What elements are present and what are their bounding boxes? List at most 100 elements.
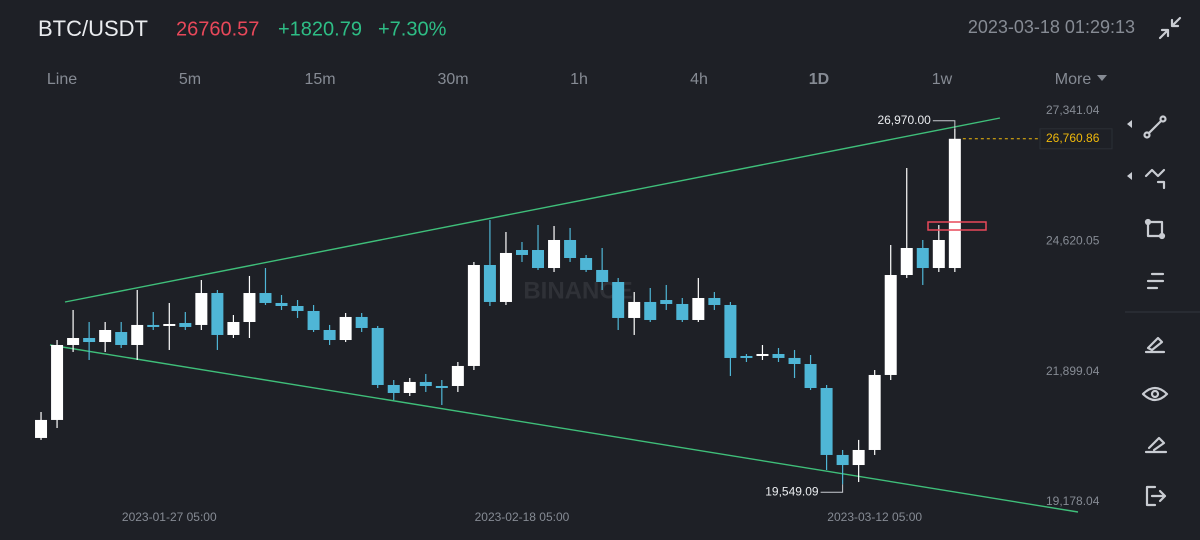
x-tick-label: 2023-02-18 05:00 — [475, 510, 570, 524]
datetime: 2023-03-18 01:29:13 — [968, 17, 1135, 37]
candle-body — [35, 419, 48, 438]
plot: BINANCE27,341.0424,620.0521,899.0419,178… — [35, 103, 1113, 524]
candle-body — [99, 329, 112, 343]
shape-tool[interactable] — [1144, 218, 1166, 240]
candle-body — [532, 250, 545, 269]
candle-body — [884, 275, 897, 375]
y-tick-label: 24,620.05 — [1046, 234, 1100, 248]
timeframe-tabs: Line 5m 15m 30m 1h 4h 1D 1w More — [47, 71, 1107, 88]
price: 26760.57 — [176, 18, 259, 40]
candle-body — [515, 250, 528, 255]
candle-body — [692, 297, 705, 320]
candle-body — [660, 300, 673, 304]
x-tick-label: 2023-01-27 05:00 — [122, 510, 217, 524]
change: +1820.79 — [278, 18, 362, 40]
candle-body — [580, 258, 593, 270]
candle-body — [371, 327, 384, 385]
candle-body — [435, 385, 448, 389]
text-tool[interactable] — [1146, 272, 1165, 290]
candle-body — [756, 353, 769, 357]
max-label: 26,970.00 — [877, 113, 931, 127]
exit-tool[interactable] — [1145, 485, 1167, 507]
candle-body — [179, 323, 192, 327]
candle-body — [868, 374, 881, 450]
candle-body — [291, 305, 304, 311]
eraser-tool[interactable] — [1144, 436, 1168, 454]
timeframe-tab[interactable]: Line — [47, 71, 77, 88]
timeframe-tab[interactable]: 4h — [690, 71, 708, 88]
candle-body — [932, 239, 945, 269]
candle-body — [115, 332, 128, 345]
max-leader — [932, 120, 956, 129]
candle-body — [227, 321, 240, 335]
candle-body — [259, 293, 272, 303]
candle-body — [307, 310, 320, 330]
candle-body — [67, 337, 80, 345]
trend-line — [64, 117, 1001, 303]
candle-body — [355, 316, 368, 328]
candle-body — [916, 247, 929, 269]
x-tick-label: 2023-03-12 05:00 — [827, 510, 922, 524]
candle-body — [195, 293, 208, 325]
last-price-label: 26,760.86 — [1046, 131, 1100, 145]
candle-body — [564, 239, 577, 259]
timeframe-tab[interactable]: 15m — [304, 71, 335, 88]
candle-body — [804, 364, 817, 389]
marker-box — [927, 221, 987, 231]
candle-body — [131, 324, 144, 345]
candle-body — [820, 388, 833, 455]
y-tick-label: 27,341.04 — [1046, 103, 1100, 117]
candle-body — [788, 357, 801, 365]
candle-body — [499, 252, 512, 302]
candle-body — [548, 239, 561, 269]
timeframe-tab[interactable]: More — [1055, 71, 1092, 88]
candle-body — [451, 365, 464, 386]
change-pct: +7.30% — [378, 18, 447, 40]
candle-body — [467, 264, 480, 366]
candle-body — [387, 384, 400, 393]
candle-body — [612, 282, 625, 318]
timeframe-tab[interactable]: 30m — [437, 71, 468, 88]
candle-body — [419, 381, 432, 386]
candle-body — [211, 293, 224, 335]
candle-body — [852, 449, 865, 466]
trendline-tool[interactable] — [1143, 115, 1167, 139]
collapse-icon[interactable] — [1158, 16, 1182, 40]
candle-body — [403, 381, 416, 393]
candle-body — [740, 356, 753, 358]
symbol: BTC/USDT — [38, 16, 148, 41]
candle-body — [51, 344, 64, 420]
candle-body — [83, 337, 96, 343]
timeframe-tab[interactable]: 1h — [570, 71, 588, 88]
timeframe-tab[interactable]: 5m — [179, 71, 201, 88]
min-leader — [820, 484, 844, 493]
candle-body — [483, 264, 496, 302]
candle-body — [323, 329, 336, 341]
candle-body — [163, 324, 176, 326]
candle-body — [948, 138, 961, 269]
expand-arrows — [1127, 120, 1132, 180]
candle-body — [339, 316, 352, 341]
more-arrow[interactable] — [1097, 75, 1107, 81]
toolbar — [1125, 115, 1200, 507]
candle-body — [708, 297, 721, 305]
candle-body — [628, 301, 641, 318]
y-tick-label: 21,899.04 — [1046, 364, 1100, 378]
candle-body — [243, 293, 256, 322]
last-price-box — [1039, 128, 1113, 150]
candle-body — [676, 303, 689, 320]
multi-line-tool[interactable] — [1144, 168, 1166, 190]
candle-body — [900, 247, 913, 276]
candle-body — [724, 304, 737, 358]
candle-body — [772, 353, 785, 358]
candle-body — [836, 454, 849, 466]
visibility-tool[interactable] — [1141, 386, 1169, 402]
candle-body — [275, 302, 288, 306]
timeframe-tab[interactable]: 1w — [932, 71, 953, 88]
candle-body — [147, 324, 160, 327]
timeframe-tab[interactable]: 1D — [809, 71, 829, 88]
min-label: 19,549.09 — [765, 484, 819, 498]
y-tick-label: 19,178.04 — [1046, 494, 1100, 508]
brush-tool[interactable] — [1144, 336, 1166, 354]
